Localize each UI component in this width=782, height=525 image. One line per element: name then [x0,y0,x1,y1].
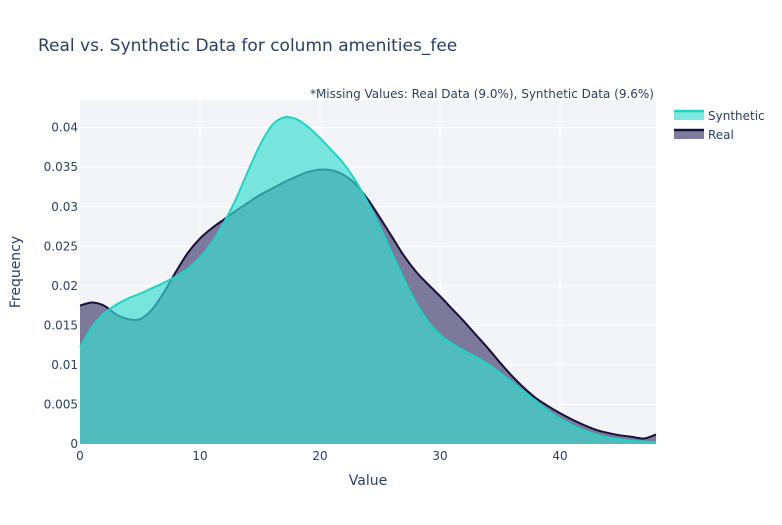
legend: Synthetic Real [674,109,765,142]
y-tick-label: 0 [70,437,78,451]
legend-label-real: Real [708,128,734,142]
x-tick-label: 40 [552,449,567,463]
x-tick-label: 20 [312,449,327,463]
x-tick-labels: 0 10 20 30 40 [76,449,567,463]
y-tick-label: 0.03 [51,200,78,214]
y-tick-label: 0.02 [51,279,78,293]
legend-item-real[interactable]: Real [674,128,734,142]
series-line-real [79,168,657,440]
y-tick-label: 0.04 [51,121,78,135]
x-axis-label: Value [349,473,387,489]
x-tick-label: 30 [432,449,447,463]
legend-swatch-synthetic [674,111,704,120]
chart-title: Real vs. Synthetic Data for column ameni… [38,36,457,56]
legend-swatch-real [674,130,704,139]
y-axis-label: Frequency [8,236,24,308]
y-tick-label: 0.015 [44,318,78,332]
y-tick-labels: 0 0.005 0.01 0.015 0.02 0.025 0.03 0.035 0.04 [44,121,78,451]
missing-values-annotation: *Missing Values: Real Data (9.0%), Synth… [310,87,654,101]
legend-label-synthetic: Synthetic [708,109,765,123]
y-tick-label: 0.025 [44,239,78,253]
y-tick-label: 0.01 [51,358,78,372]
series-area-synthetic [80,116,656,445]
x-tick-label: 10 [192,449,207,463]
legend-item-synthetic[interactable]: Synthetic [674,109,765,123]
series-areas [79,115,657,445]
x-tick-label: 0 [76,449,84,463]
y-tick-label: 0.005 [44,397,78,411]
series-line-synthetic [79,115,657,444]
y-tick-label: 0.035 [44,160,78,174]
